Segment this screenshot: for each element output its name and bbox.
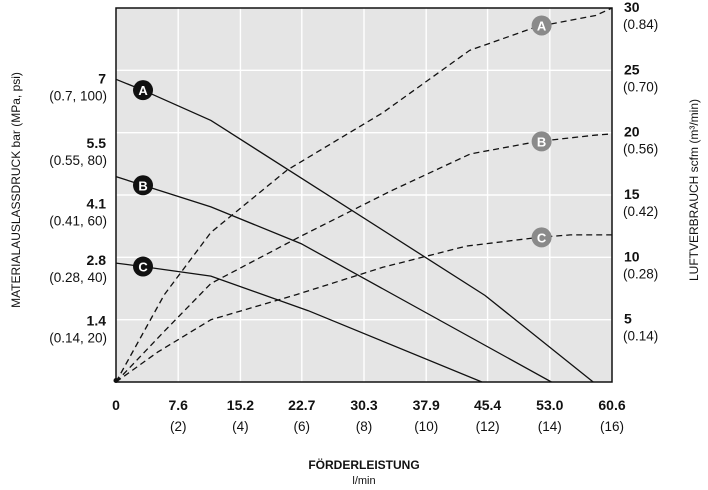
right-tick-sublabel: (0.84) (623, 17, 658, 32)
left-axis-title: MATERIALAUSLASSDRUCK bar (MPa, psi) (9, 72, 23, 308)
x-axis-ticks: 0 7.6 (2) 15.2 (4) 22.7 (6) 30.3 (8) 37.9 (10) 45.4… (112, 397, 626, 434)
x-tick-label: 53.0 (536, 397, 563, 413)
left-tick-sublabel: (0.14, 20) (49, 330, 107, 345)
marker-label: A (138, 83, 148, 98)
x-tick-sublabel: (10) (414, 419, 438, 434)
marker-circle (133, 175, 154, 196)
marker-circle (133, 256, 154, 277)
x-tick-sublabel: (8) (356, 419, 373, 434)
marker-circle (531, 227, 552, 248)
left-tick-label: 4.1 (87, 196, 107, 212)
x-tick-sublabel: (6) (294, 419, 311, 434)
pressure-marker-a: A (133, 80, 154, 101)
x-axis-unit: l/min (352, 475, 375, 487)
series-markers: A B C A B C (133, 15, 552, 277)
right-tick-label: 25 (624, 61, 640, 77)
plot-border (115, 7, 613, 383)
right-tick-sublabel: (0.70) (623, 79, 658, 94)
x-tick-label: 7.6 (168, 397, 188, 413)
right-tick-label: 20 (624, 124, 640, 140)
right-tick-sublabel: (0.42) (623, 204, 658, 219)
x-tick-sublabel: (16) (600, 419, 624, 434)
left-tick-label: 2.8 (87, 252, 107, 268)
x-tick-sublabel: (14) (538, 419, 562, 434)
marker-label: C (138, 260, 148, 275)
marker-label: B (537, 134, 546, 149)
marker-label: B (138, 178, 147, 193)
left-tick-label: 5.5 (87, 135, 107, 151)
x-tick-label: 0 (112, 397, 120, 413)
air-consumption-line-c (115, 234, 612, 383)
left-tick-label: 7 (98, 70, 106, 86)
right-axis-title: LUFTVERBRAUCH scfm (m³/min) (687, 99, 701, 281)
air-consumption-line-b (115, 133, 613, 383)
left-tick-label: 1.4 (87, 312, 107, 328)
left-tick-sublabel: (0.41, 60) (49, 214, 107, 229)
air-marker-a: A (531, 15, 552, 36)
x-tick-label: 30.3 (350, 397, 377, 413)
x-tick-label: 15.2 (227, 397, 254, 413)
right-tick-sublabel: (0.28) (623, 266, 658, 281)
x-tick-sublabel: (4) (232, 419, 249, 434)
right-tick-sublabel: (0.56) (623, 142, 658, 157)
marker-circle (531, 131, 552, 152)
left-axis-ticks: 7 (0.7, 100) 5.5 (0.55, 80) 4.1 (0.41, 60) 2.8… (49, 70, 107, 345)
right-tick-label: 15 (624, 186, 640, 202)
left-tick-sublabel: (0.28, 40) (49, 270, 107, 285)
x-tick-label: 60.6 (598, 397, 625, 413)
air-marker-c: C (531, 227, 552, 248)
left-tick-sublabel: (0.7, 100) (49, 88, 107, 103)
x-tick-label: 45.4 (474, 397, 501, 413)
pressure-marker-b: B (133, 175, 154, 196)
right-tick-label: 5 (624, 311, 632, 327)
marker-label: A (537, 18, 547, 33)
x-tick-label: 37.9 (413, 397, 440, 413)
x-tick-sublabel: (2) (170, 419, 187, 434)
right-tick-sublabel: (0.14) (623, 329, 658, 344)
x-axis-title: FÖRDERLEISTUNG (308, 457, 419, 472)
air-consumption-line-a (115, 7, 613, 383)
left-tick-sublabel: (0.55, 80) (49, 153, 107, 168)
x-tick-sublabel: (12) (476, 419, 500, 434)
marker-label: C (537, 230, 547, 245)
right-tick-label: 10 (624, 248, 640, 264)
grid-lines (116, 8, 612, 382)
right-tick-label: 30 (624, 0, 640, 15)
right-axis-ticks: 30 (0.84) 25 (0.70) 20 (0.56) 15 (0.42) 10 (0.28)… (623, 0, 658, 344)
marker-circle (133, 80, 154, 101)
air-marker-b: B (531, 131, 552, 152)
x-tick-label: 22.7 (288, 397, 315, 413)
marker-circle (531, 15, 552, 36)
pressure-marker-c: C (133, 256, 154, 277)
